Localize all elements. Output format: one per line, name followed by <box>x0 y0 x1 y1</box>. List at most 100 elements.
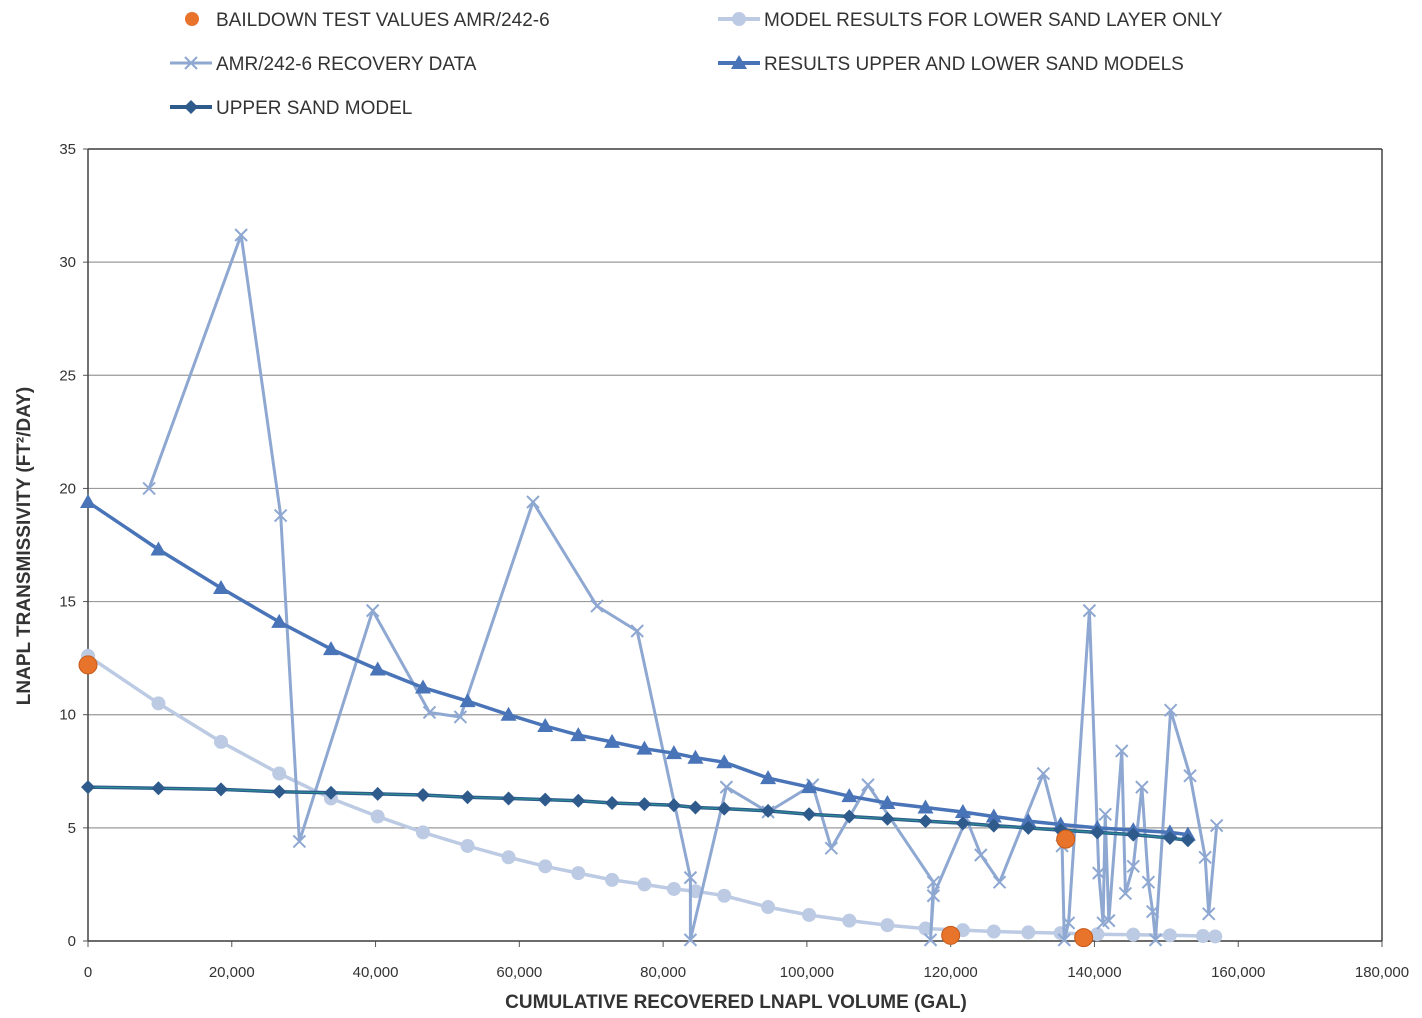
y-axis-title: LNAPL TRANSMISSIVITY (FT²/DAY) <box>14 387 35 705</box>
data-point <box>1148 933 1163 947</box>
data-point <box>1061 916 1076 930</box>
data-point <box>1208 929 1223 944</box>
data-point <box>453 710 468 724</box>
legend-item-baildown: BAILDOWN TEST VALUES AMR/242-6 <box>185 10 550 31</box>
data-point <box>842 913 857 928</box>
series-upper-sand <box>81 780 1195 848</box>
data-point <box>213 782 228 797</box>
data-point <box>992 875 1007 889</box>
data-point <box>717 888 732 903</box>
data-point <box>538 792 553 807</box>
data-point <box>1209 818 1224 833</box>
data-point <box>630 624 644 638</box>
y-tick-label: 5 <box>68 820 76 837</box>
x-tick-label: 20,000 <box>209 964 255 981</box>
legend-item-upper-sand: UPPER SAND MODEL <box>170 98 412 119</box>
y-tick-label: 10 <box>59 707 76 724</box>
data-point <box>1090 927 1105 942</box>
data-point <box>370 786 385 801</box>
data-point <box>687 749 704 764</box>
x-tick-label: 100,000 <box>780 964 834 981</box>
data-point <box>761 900 776 915</box>
data-point <box>1195 929 1210 944</box>
x-tick-label: 0 <box>84 964 92 981</box>
data-point <box>760 770 777 785</box>
data-point <box>1162 928 1177 943</box>
data-point <box>590 599 604 613</box>
data-point <box>761 803 776 818</box>
data-point <box>1118 886 1133 901</box>
x-tick-label: 60,000 <box>496 964 542 981</box>
x-tick-label: 120,000 <box>924 964 978 981</box>
data-point <box>212 579 229 594</box>
y-tick-label: 30 <box>59 254 76 271</box>
data-point <box>802 907 817 922</box>
data-point <box>666 798 681 813</box>
data-point <box>926 889 941 903</box>
x-tick-label: 140,000 <box>1067 964 1121 981</box>
data-point <box>879 794 896 809</box>
data-point <box>605 795 620 810</box>
data-point <box>986 924 1001 939</box>
data-point <box>570 727 587 742</box>
data-point <box>150 541 167 556</box>
x-tick-label: 180,000 <box>1355 964 1409 981</box>
legend-label-lower-sand: MODEL RESULTS FOR LOWER SAND LAYER ONLY <box>764 10 1223 31</box>
data-point <box>323 785 338 800</box>
y-tick-label: 20 <box>59 480 76 497</box>
data-point <box>1021 820 1036 835</box>
data-point <box>460 790 475 805</box>
legend-label-upper-sand: UPPER SAND MODEL <box>216 98 412 119</box>
data-point <box>717 801 732 816</box>
data-point <box>416 825 431 840</box>
data-point <box>1163 703 1178 717</box>
data-point <box>880 811 895 826</box>
data-point <box>719 780 734 794</box>
data-point <box>151 781 166 796</box>
data-point <box>666 881 681 896</box>
data-point <box>365 603 380 618</box>
data-point <box>1056 829 1076 849</box>
data-point <box>637 877 652 892</box>
data-point <box>1020 813 1037 828</box>
series-baildown <box>78 655 1094 948</box>
legend-marker-recovery <box>184 56 198 70</box>
x-tick-label: 160,000 <box>1211 964 1265 981</box>
data-point <box>422 705 437 720</box>
data-point <box>322 641 339 656</box>
data-point <box>604 733 621 748</box>
data-point <box>1102 913 1116 928</box>
data-point <box>1074 928 1094 948</box>
data-point <box>716 754 733 769</box>
data-point <box>273 508 288 523</box>
legend-item-recovery: AMR/242-6 RECOVERY DATA <box>170 54 477 75</box>
data-point <box>370 809 385 824</box>
legend-label-upper-lower: RESULTS UPPER AND LOWER SAND MODELS <box>764 54 1184 75</box>
y-tick-label: 25 <box>59 367 76 384</box>
data-point <box>272 766 287 781</box>
data-point <box>974 848 988 862</box>
data-point <box>802 807 817 822</box>
data-point <box>1198 850 1212 864</box>
data-point <box>637 797 652 812</box>
axes: 0 5 10 15 20 25 30 35 0 20,000 40,000 60,000 80,000 1… <box>59 141 1409 981</box>
legend-marker-upper-lower <box>731 55 747 69</box>
x-tick-label: 40,000 <box>353 964 399 981</box>
data-point <box>1082 603 1097 618</box>
data-point <box>415 679 432 694</box>
data-point <box>1021 925 1036 940</box>
legend-marker-lower-sand <box>732 12 746 26</box>
data-point <box>986 818 1001 833</box>
data-point <box>841 788 858 803</box>
data-point <box>1126 927 1141 942</box>
data-point <box>538 859 553 874</box>
legend-item-lower-sand: MODEL RESULTS FOR LOWER SAND LAYER ONLY <box>718 10 1223 31</box>
data-point <box>537 718 554 733</box>
data-point <box>605 872 620 887</box>
data-point <box>501 791 516 806</box>
data-point <box>1057 933 1071 947</box>
data-point <box>1115 744 1129 758</box>
data-point <box>526 495 540 509</box>
data-point <box>824 841 839 855</box>
